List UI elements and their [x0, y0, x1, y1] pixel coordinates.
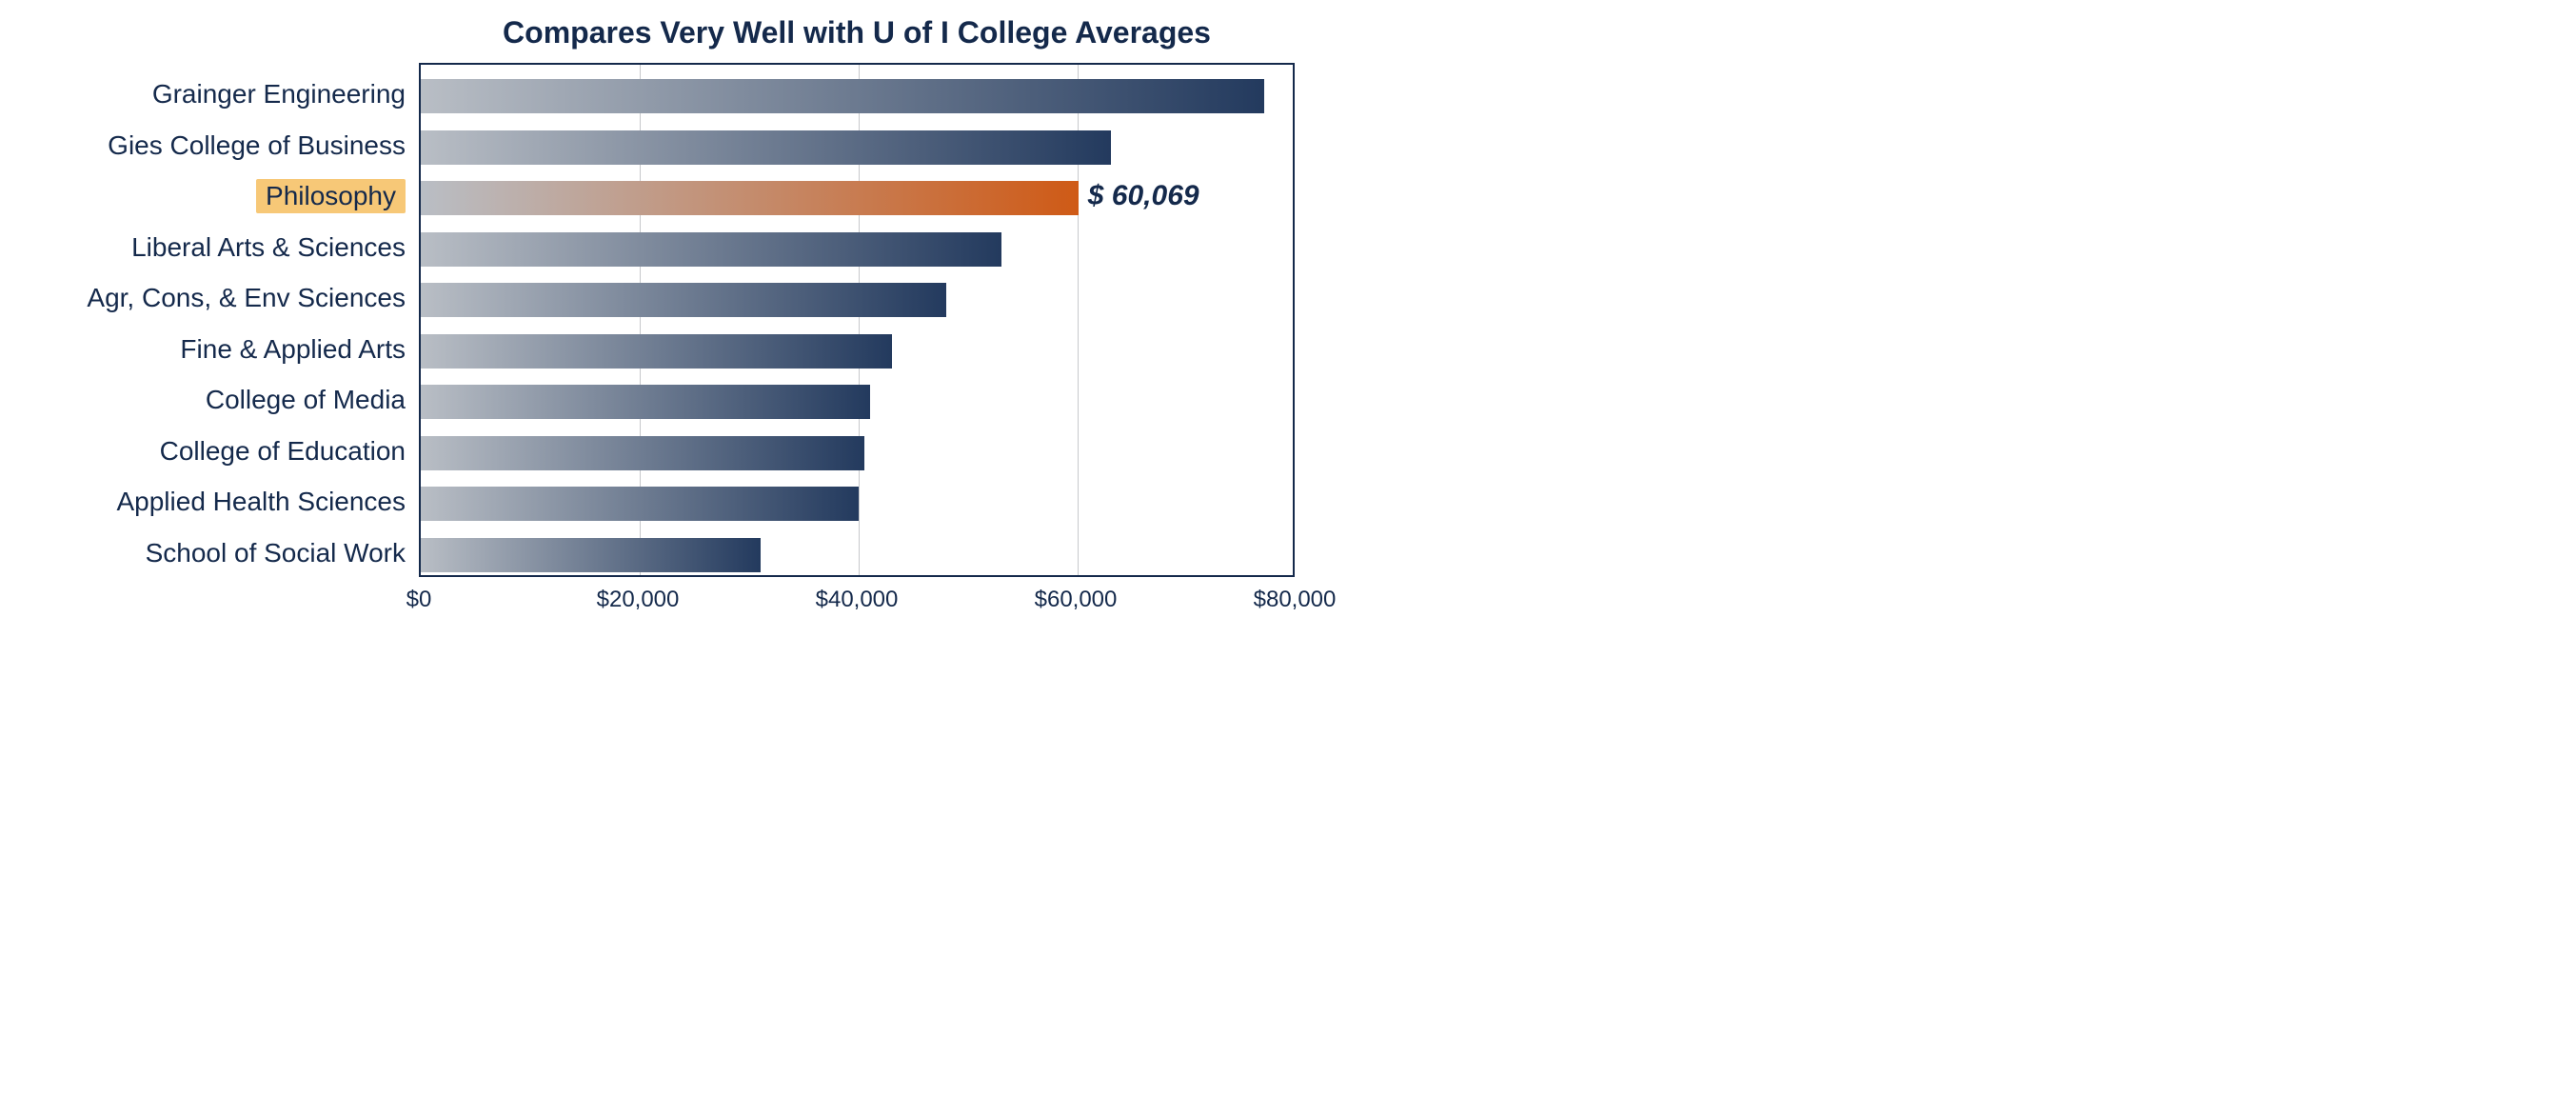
x-tick-label: $80,000: [1254, 587, 1337, 613]
y-label: Fine & Applied Arts: [180, 334, 406, 365]
x-tick-label: $60,000: [1035, 587, 1118, 613]
bar-row: [421, 232, 1001, 267]
bar: [421, 334, 892, 369]
bar-row: [421, 79, 1264, 113]
y-label: Gies College of Business: [108, 130, 406, 161]
chart-container: Compares Very Well with U of I College A…: [0, 0, 2576, 1116]
bar-highlight: [421, 181, 1079, 215]
chart-title: Compares Very Well with U of I College A…: [419, 15, 1295, 50]
bar: [421, 385, 870, 419]
bar: [421, 232, 1001, 267]
x-tick-label: $20,000: [597, 587, 680, 613]
bar-row: [421, 334, 892, 369]
y-label: Liberal Arts & Sciences: [131, 232, 406, 263]
y-label: Applied Health Sciences: [116, 487, 406, 517]
bar: [421, 487, 859, 521]
y-label: College of Media: [206, 385, 406, 415]
bar-row: [421, 538, 761, 572]
y-label: Grainger Engineering: [152, 79, 406, 110]
bar: [421, 79, 1264, 113]
y-label: Agr, Cons, & Env Sciences: [87, 283, 406, 313]
bar: [421, 130, 1111, 165]
bar-row: [421, 436, 864, 470]
y-label: College of Education: [160, 436, 406, 467]
plot-area: [419, 63, 1295, 577]
y-label: School of Social Work: [146, 538, 406, 568]
bar-row: [421, 487, 859, 521]
bar-value-label: $ 60,069: [1088, 180, 1199, 212]
bar: [421, 283, 946, 317]
bar-row: [421, 181, 1079, 215]
bar-row: [421, 130, 1111, 165]
bar: [421, 538, 761, 572]
bar-row: [421, 283, 946, 317]
bar: [421, 436, 864, 470]
y-label-highlight: Philosophy: [256, 179, 406, 213]
x-tick-label: $0: [406, 587, 432, 613]
x-tick-label: $40,000: [816, 587, 899, 613]
bar-row: [421, 385, 870, 419]
